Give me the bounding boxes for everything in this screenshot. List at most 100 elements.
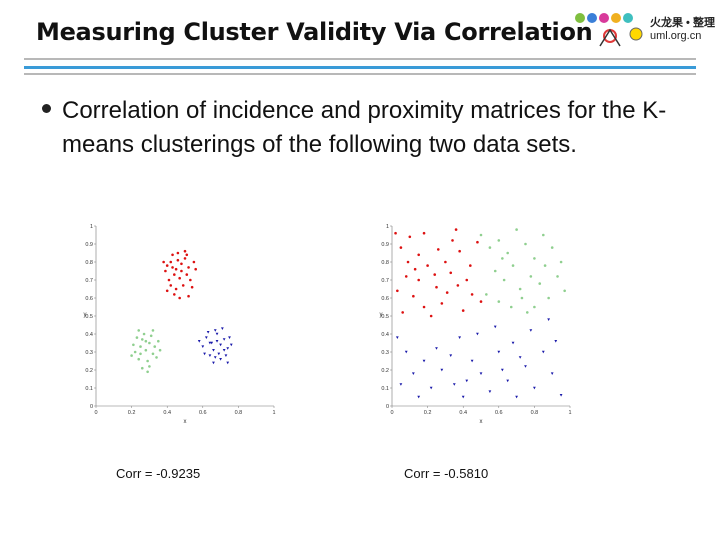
data-point-cluster-red — [187, 266, 190, 269]
data-point-cluster-blue — [559, 394, 563, 397]
data-point-cluster-green — [479, 233, 483, 237]
data-point-cluster-green — [144, 339, 148, 343]
data-point-cluster-blue — [458, 336, 462, 339]
data-point-cluster-green — [525, 311, 529, 314]
x-axis-label: x — [480, 419, 483, 425]
data-point-cluster-red — [445, 291, 449, 294]
data-point-cluster-green — [146, 370, 149, 374]
y-tick-label: 0.4 — [381, 332, 389, 338]
y-tick-label: 0.8 — [85, 260, 93, 266]
header-rule-gray-2 — [24, 73, 696, 75]
data-point-cluster-green — [130, 354, 133, 357]
data-point-cluster-green — [140, 366, 144, 370]
data-point-cluster-red — [435, 285, 438, 289]
y-tick-label: 0.4 — [85, 332, 93, 338]
data-point-cluster-red — [173, 293, 176, 296]
data-point-cluster-blue — [219, 343, 222, 347]
data-point-cluster-green — [497, 300, 501, 303]
data-point-cluster-red — [429, 314, 433, 318]
data-point-cluster-green — [559, 260, 563, 264]
data-point-cluster-blue — [210, 341, 214, 345]
data-point-cluster-blue — [479, 372, 483, 375]
y-axis-label: y — [84, 312, 87, 318]
data-point-cluster-blue — [217, 352, 221, 356]
data-point-cluster-red — [174, 267, 178, 271]
data-point-cluster-blue — [201, 345, 205, 348]
data-point-cluster-red — [451, 239, 454, 242]
x-tick-label: 0.4 — [163, 410, 171, 416]
y-tick-label: 0 — [386, 404, 389, 410]
data-point-cluster-blue — [429, 386, 433, 390]
logo-line1: 火龙果 • 整理 — [650, 17, 715, 29]
data-point-cluster-green — [149, 334, 153, 338]
data-point-cluster-red — [178, 276, 181, 280]
data-point-cluster-red — [465, 278, 469, 282]
data-point-cluster-red — [171, 266, 174, 269]
data-point-cluster-red — [426, 264, 429, 267]
data-point-cluster-blue — [212, 361, 215, 365]
data-point-cluster-red — [454, 228, 458, 231]
data-point-cluster-blue — [518, 356, 522, 359]
data-point-cluster-red — [479, 300, 483, 303]
data-point-cluster-red — [413, 267, 417, 271]
data-point-cluster-blue — [452, 383, 456, 386]
data-point-cluster-red — [449, 271, 453, 275]
header-rule-blue — [24, 66, 696, 69]
data-point-cluster-red — [173, 273, 176, 276]
data-point-cluster-blue — [197, 340, 201, 343]
data-point-cluster-blue — [208, 341, 212, 345]
data-point-cluster-blue — [215, 332, 219, 336]
y-tick-label: 0.8 — [381, 260, 389, 266]
data-point-cluster-red — [399, 246, 403, 249]
data-point-cluster-blue — [208, 354, 212, 357]
data-point-cluster-red — [440, 302, 444, 305]
data-point-cluster-red — [192, 260, 196, 264]
x-tick-label: 0.6 — [495, 410, 503, 416]
data-point-cluster-red — [406, 260, 410, 264]
data-point-cluster-green — [137, 329, 141, 332]
bullet-dot-icon — [42, 104, 51, 113]
data-point-cluster-green — [148, 341, 151, 345]
data-point-cluster-blue — [493, 325, 497, 329]
y-tick-label: 0.5 — [381, 314, 389, 320]
x-tick-label: 1 — [272, 410, 275, 416]
data-point-cluster-blue — [404, 350, 408, 354]
data-point-cluster-green — [148, 365, 151, 368]
x-tick-label: 0 — [94, 410, 97, 416]
data-point-cluster-red — [189, 278, 192, 282]
corr-label-right: Corr = -0.5810 — [404, 466, 489, 481]
data-point-cluster-blue — [417, 395, 421, 399]
data-point-cluster-blue — [222, 349, 226, 352]
data-point-cluster-green — [533, 305, 536, 309]
data-point-cluster-green — [538, 282, 542, 285]
data-point-cluster-red — [458, 249, 461, 253]
data-point-cluster-green — [502, 278, 506, 282]
data-point-cluster-red — [461, 309, 465, 312]
data-point-cluster-red — [470, 293, 474, 296]
data-point-cluster-green — [524, 242, 527, 246]
data-point-cluster-red — [169, 284, 173, 287]
data-point-cluster-blue — [541, 350, 545, 354]
data-point-cluster-blue — [226, 361, 230, 365]
data-point-cluster-red — [185, 273, 189, 276]
data-point-cluster-blue — [476, 332, 479, 336]
data-point-cluster-green — [511, 264, 515, 267]
data-point-cluster-green — [157, 339, 160, 343]
data-point-cluster-red — [408, 235, 412, 239]
data-point-cluster-red — [396, 289, 399, 293]
data-point-cluster-blue — [229, 343, 233, 347]
y-tick-label: 0.2 — [381, 368, 389, 374]
data-point-cluster-green — [506, 251, 509, 255]
slide-title: Measuring Cluster Validity Via Correlati… — [36, 18, 593, 46]
data-point-cluster-blue — [533, 386, 536, 390]
y-axis-label: y — [380, 312, 383, 318]
data-point-cluster-blue — [411, 372, 415, 375]
data-point-cluster-green — [493, 269, 497, 273]
data-point-cluster-red — [412, 294, 415, 298]
data-point-cluster-blue — [465, 379, 469, 383]
x-tick-label: 0.8 — [235, 410, 243, 416]
data-point-cluster-blue — [529, 329, 533, 332]
data-point-cluster-green — [155, 356, 158, 359]
data-point-cluster-blue — [212, 349, 215, 352]
data-point-cluster-green — [137, 357, 141, 361]
